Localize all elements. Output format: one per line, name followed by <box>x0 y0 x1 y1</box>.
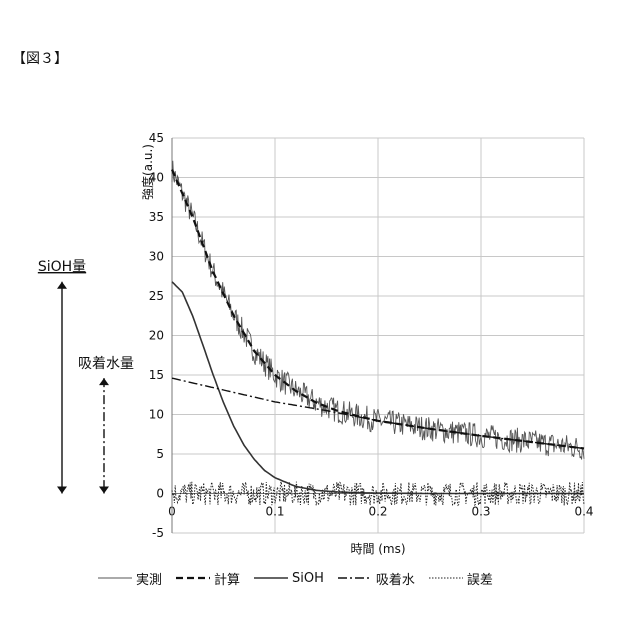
y-tick-label: 20 <box>149 329 164 343</box>
annotation-sioh-arrowhead-top <box>57 282 67 289</box>
legend-label: 吸着水 <box>376 569 415 588</box>
legend-swatch <box>176 573 210 583</box>
y-tick-label: 45 <box>149 131 164 145</box>
x-axis-title: 時間 (ms) <box>350 542 405 556</box>
legend-swatch <box>254 573 288 583</box>
legend-swatch <box>338 573 372 583</box>
legend-item: 誤差 <box>429 569 493 588</box>
legend-item: 実測 <box>98 569 162 588</box>
y-tick-label: 10 <box>149 408 164 422</box>
legend-label: 実測 <box>136 569 162 588</box>
y-tick-label: 5 <box>156 447 164 461</box>
legend-item: SiOH <box>254 571 324 586</box>
x-tick-label: 0.4 <box>574 505 593 519</box>
x-tick-label: 0.3 <box>471 505 490 519</box>
legend-label: 誤差 <box>467 569 493 588</box>
y-tick-label: 35 <box>149 210 164 224</box>
y-tick-label: 25 <box>149 289 164 303</box>
legend-label: 計算 <box>214 569 240 588</box>
y-tick-label: 30 <box>149 250 164 264</box>
annotation-sioh-label: SiOH量 <box>38 259 86 275</box>
legend-label: SiOH <box>292 571 324 586</box>
x-tick-label: 0.1 <box>265 505 284 519</box>
legend-swatch <box>429 573 463 583</box>
annotation-water-label: 吸着水量 <box>78 356 134 372</box>
legend-swatch <box>98 573 132 583</box>
annotation-sioh-arrowhead-bottom <box>57 487 67 494</box>
legend-item: 計算 <box>176 569 240 588</box>
y-tick-label: 15 <box>149 368 164 382</box>
legend-item: 吸着水 <box>338 569 415 588</box>
x-tick-label: 0.2 <box>368 505 387 519</box>
annotation-water-arrowhead-bottom <box>99 487 109 494</box>
y-axis-title: 強度(a.u.) <box>140 144 155 200</box>
legend: 実測 計算 SiOH 吸着水 誤差 <box>98 568 507 588</box>
y-tick-label: -5 <box>152 526 164 540</box>
annotation-water-arrowhead-top <box>99 378 109 385</box>
y-tick-label: 0 <box>156 487 164 501</box>
